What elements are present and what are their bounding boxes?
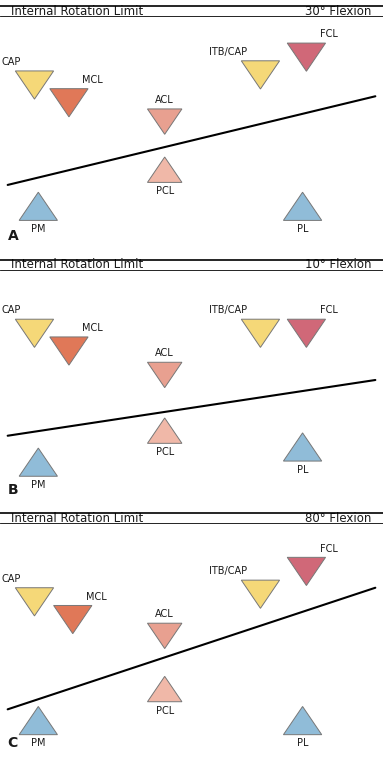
Text: PCL: PCL [155,186,174,196]
Polygon shape [147,623,182,648]
Text: FCL: FCL [320,543,338,553]
Polygon shape [283,433,322,461]
Text: Internal Rotation Limit: Internal Rotation Limit [11,5,144,18]
Polygon shape [19,448,57,477]
Text: ITB/CAP: ITB/CAP [209,306,247,315]
Text: B: B [8,483,18,496]
Polygon shape [241,580,280,608]
Polygon shape [147,418,182,443]
Text: PL: PL [297,465,308,475]
Polygon shape [283,192,322,220]
Text: ACL: ACL [155,95,174,105]
Text: 30° Flexion: 30° Flexion [305,5,372,18]
Text: ACL: ACL [155,610,174,619]
Polygon shape [287,557,326,585]
Text: 10° Flexion: 10° Flexion [305,258,372,271]
Text: CAP: CAP [2,57,21,67]
Polygon shape [287,319,326,347]
Text: PL: PL [297,739,308,749]
Polygon shape [147,676,182,701]
Text: PM: PM [31,480,46,490]
Polygon shape [147,157,182,182]
Text: PCL: PCL [155,447,174,457]
Text: ACL: ACL [155,349,174,359]
Polygon shape [15,587,54,616]
Text: 80° Flexion: 80° Flexion [305,511,372,524]
Text: PCL: PCL [155,705,174,715]
Polygon shape [19,192,57,220]
Polygon shape [287,43,326,71]
Text: ITB/CAP: ITB/CAP [209,566,247,576]
Text: MCL: MCL [86,592,107,602]
Text: Internal Rotation Limit: Internal Rotation Limit [11,511,144,524]
Polygon shape [147,109,182,135]
Polygon shape [241,61,280,89]
Text: C: C [8,736,18,750]
Polygon shape [50,89,88,117]
Text: CAP: CAP [2,306,21,315]
Text: MCL: MCL [82,75,103,85]
Polygon shape [283,707,322,735]
Polygon shape [19,707,57,735]
Text: PL: PL [297,224,308,234]
Text: Internal Rotation Limit: Internal Rotation Limit [11,258,144,271]
Text: PM: PM [31,224,46,234]
Polygon shape [50,337,88,365]
Text: MCL: MCL [82,323,103,333]
Text: PM: PM [31,739,46,749]
Text: CAP: CAP [2,574,21,584]
Polygon shape [15,319,54,347]
Polygon shape [15,71,54,99]
Text: FCL: FCL [320,306,338,315]
Polygon shape [147,363,182,388]
Text: FCL: FCL [320,30,338,40]
Polygon shape [241,319,280,347]
Text: A: A [8,230,18,243]
Polygon shape [54,606,92,634]
Text: ITB/CAP: ITB/CAP [209,47,247,57]
